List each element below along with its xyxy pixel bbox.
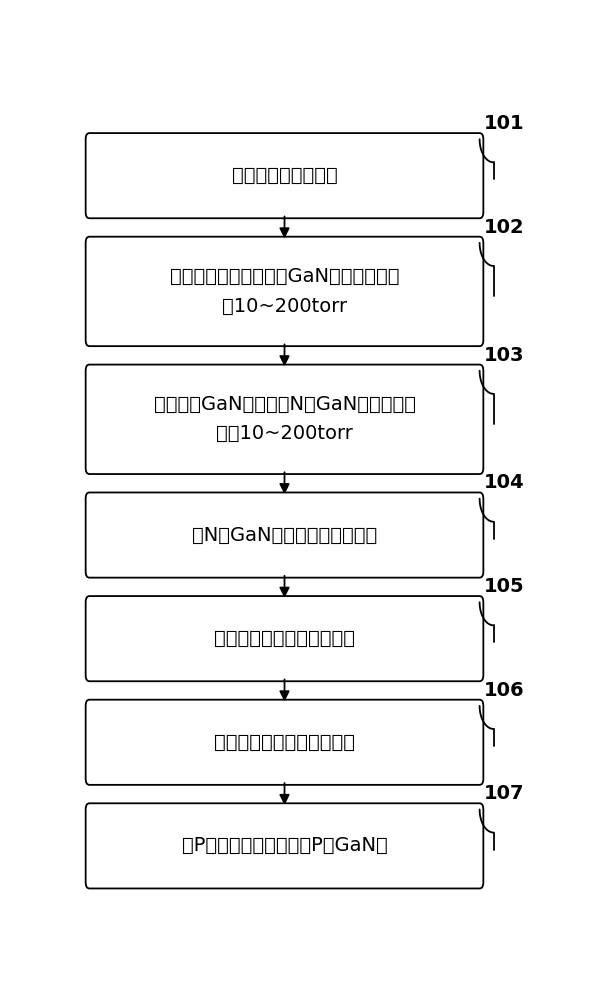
Text: 在衬底上生长缓冲层: 在衬底上生长缓冲层 (232, 166, 337, 185)
Text: 在应力释放层上生长有源层: 在应力释放层上生长有源层 (214, 629, 355, 648)
Text: 106: 106 (484, 681, 525, 700)
FancyBboxPatch shape (86, 237, 484, 346)
Text: 102: 102 (484, 218, 525, 237)
FancyBboxPatch shape (86, 596, 484, 681)
Text: 101: 101 (484, 114, 525, 133)
Text: 104: 104 (484, 473, 525, 492)
FancyBboxPatch shape (86, 492, 484, 578)
Text: 为10~200torr: 为10~200torr (222, 296, 347, 315)
Text: 在P型电子阻挡层上生长P型GaN层: 在P型电子阻挡层上生长P型GaN层 (182, 836, 387, 855)
Text: 在N型GaN层上生长应力释放层: 在N型GaN层上生长应力释放层 (192, 526, 377, 545)
Text: 力为10~200torr: 力为10~200torr (216, 424, 353, 443)
Text: 103: 103 (484, 346, 525, 365)
FancyBboxPatch shape (86, 803, 484, 888)
FancyBboxPatch shape (86, 700, 484, 785)
Text: 107: 107 (484, 784, 525, 803)
Text: 在非掺杂GaN层上生长N型GaN层，生长压: 在非掺杂GaN层上生长N型GaN层，生长压 (154, 395, 415, 414)
FancyBboxPatch shape (86, 365, 484, 474)
Text: 在应力释放层上生长有源层: 在应力释放层上生长有源层 (214, 733, 355, 752)
Text: 在缓冲层上生长非掺杂GaN层，生长压力: 在缓冲层上生长非掺杂GaN层，生长压力 (170, 267, 399, 286)
Text: 105: 105 (484, 577, 525, 596)
FancyBboxPatch shape (86, 133, 484, 218)
